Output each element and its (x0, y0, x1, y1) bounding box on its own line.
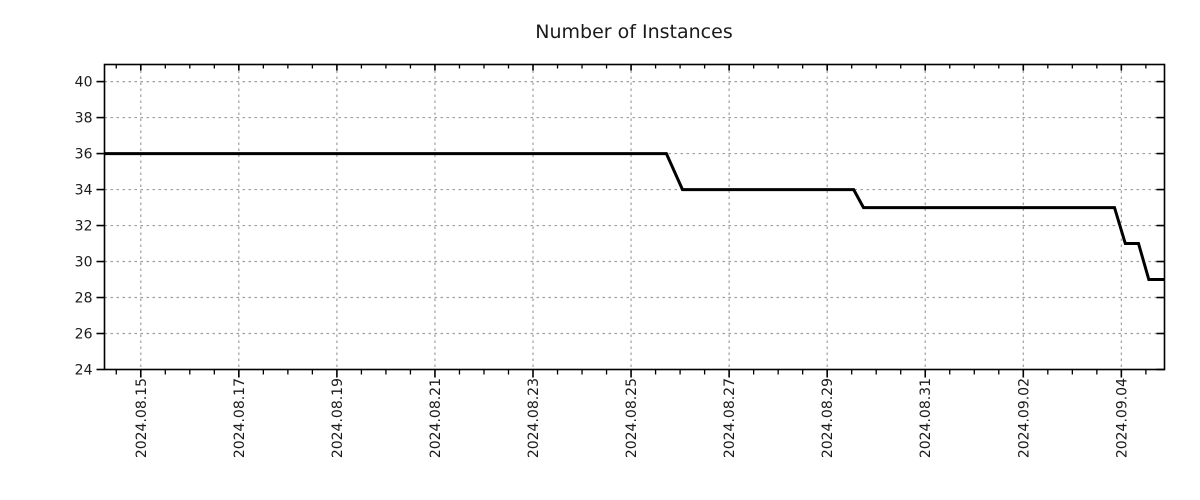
x-tick-label: 2024.08.29 (820, 378, 836, 458)
y-tick-label: 40 (75, 75, 93, 91)
x-tick-label: 2024.08.15 (134, 378, 150, 458)
x-tick-label: 2024.08.31 (918, 378, 934, 458)
plot-border (103, 63, 1166, 371)
x-tick-label: 2024.08.19 (330, 378, 346, 458)
y-tick-label: 32 (75, 219, 93, 235)
axis-labels: 24 26 28 30 32 34 36 38 40 2024.08.15 2024.08.17 20… (75, 75, 1131, 459)
x-tick-label: 2024.09.04 (1114, 378, 1130, 458)
y-tick-label: 38 (75, 111, 93, 127)
y-tick-label: 30 (75, 255, 93, 271)
grid-lines (104, 64, 1165, 370)
chart-title: Number of Instances (535, 21, 732, 43)
series-line-instances (104, 152, 1165, 281)
x-tick-label: 2024.08.17 (232, 378, 248, 458)
x-tick-label: 2024.08.27 (722, 378, 738, 458)
y-tick-label: 28 (75, 291, 93, 307)
x-tick-label: 2024.08.25 (624, 378, 640, 458)
y-tick-label: 36 (75, 147, 93, 163)
x-tick-label: 2024.08.23 (526, 378, 542, 458)
x-tick-label: 2024.09.02 (1016, 378, 1032, 458)
y-tick-label: 34 (75, 183, 93, 199)
y-tick-label: 26 (75, 327, 93, 343)
series-layer (104, 152, 1165, 281)
y-tick-label: 24 (75, 363, 93, 379)
axes (96, 63, 1166, 378)
x-tick-label: 2024.08.21 (428, 378, 444, 458)
